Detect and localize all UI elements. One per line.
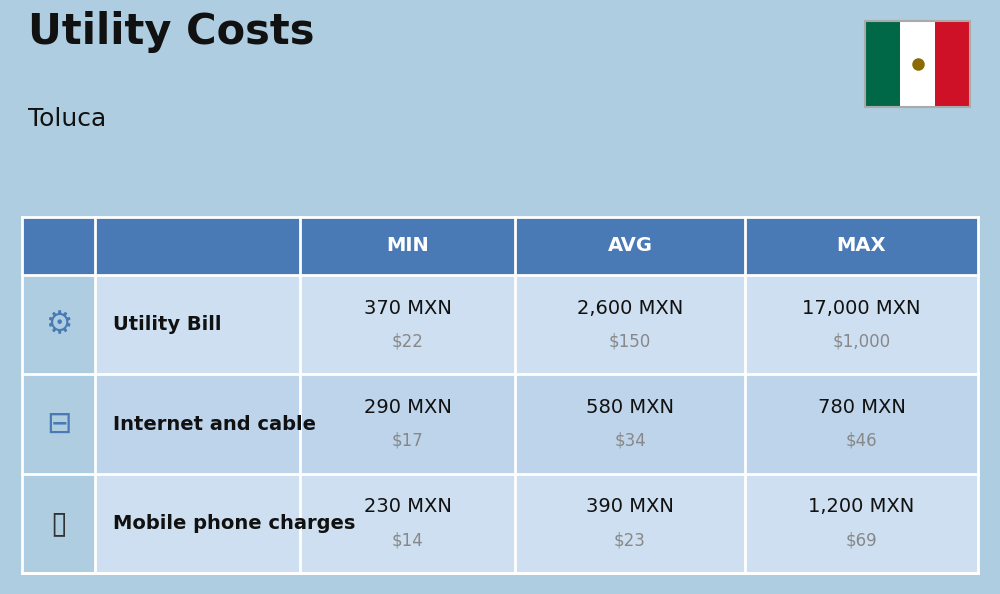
Text: ⊟: ⊟ bbox=[46, 410, 71, 438]
Text: 290 MXN: 290 MXN bbox=[364, 398, 451, 417]
FancyBboxPatch shape bbox=[95, 275, 978, 374]
FancyBboxPatch shape bbox=[935, 21, 970, 107]
Text: 580 MXN: 580 MXN bbox=[586, 398, 674, 417]
Text: Utility Costs: Utility Costs bbox=[28, 11, 314, 53]
Text: $69: $69 bbox=[846, 531, 877, 549]
FancyBboxPatch shape bbox=[22, 275, 95, 374]
Text: $14: $14 bbox=[392, 531, 423, 549]
FancyBboxPatch shape bbox=[95, 374, 978, 474]
Text: $46: $46 bbox=[846, 432, 877, 450]
Text: $23: $23 bbox=[614, 531, 646, 549]
Text: 17,000 MXN: 17,000 MXN bbox=[802, 299, 921, 318]
Text: $1,000: $1,000 bbox=[832, 333, 891, 350]
Text: 2,600 MXN: 2,600 MXN bbox=[577, 299, 683, 318]
Text: $34: $34 bbox=[614, 432, 646, 450]
FancyBboxPatch shape bbox=[22, 474, 95, 573]
Text: Internet and cable: Internet and cable bbox=[113, 415, 316, 434]
Text: 230 MXN: 230 MXN bbox=[364, 497, 451, 516]
FancyBboxPatch shape bbox=[900, 21, 935, 107]
Text: $17: $17 bbox=[392, 432, 423, 450]
Text: MIN: MIN bbox=[386, 236, 429, 255]
Text: ▯: ▯ bbox=[50, 509, 67, 538]
FancyBboxPatch shape bbox=[865, 21, 900, 107]
Text: Toluca: Toluca bbox=[28, 107, 106, 131]
Text: 370 MXN: 370 MXN bbox=[364, 299, 451, 318]
FancyBboxPatch shape bbox=[22, 217, 978, 275]
Text: Utility Bill: Utility Bill bbox=[113, 315, 222, 334]
Text: $150: $150 bbox=[609, 333, 651, 350]
Text: 1,200 MXN: 1,200 MXN bbox=[808, 497, 915, 516]
Text: $22: $22 bbox=[392, 333, 423, 350]
Text: 780 MXN: 780 MXN bbox=[818, 398, 905, 417]
FancyBboxPatch shape bbox=[95, 474, 978, 573]
Text: AVG: AVG bbox=[608, 236, 652, 255]
Text: ⚙: ⚙ bbox=[45, 310, 72, 339]
Text: 390 MXN: 390 MXN bbox=[586, 497, 674, 516]
Text: Mobile phone charges: Mobile phone charges bbox=[113, 514, 355, 533]
Text: MAX: MAX bbox=[837, 236, 886, 255]
FancyBboxPatch shape bbox=[22, 374, 95, 474]
